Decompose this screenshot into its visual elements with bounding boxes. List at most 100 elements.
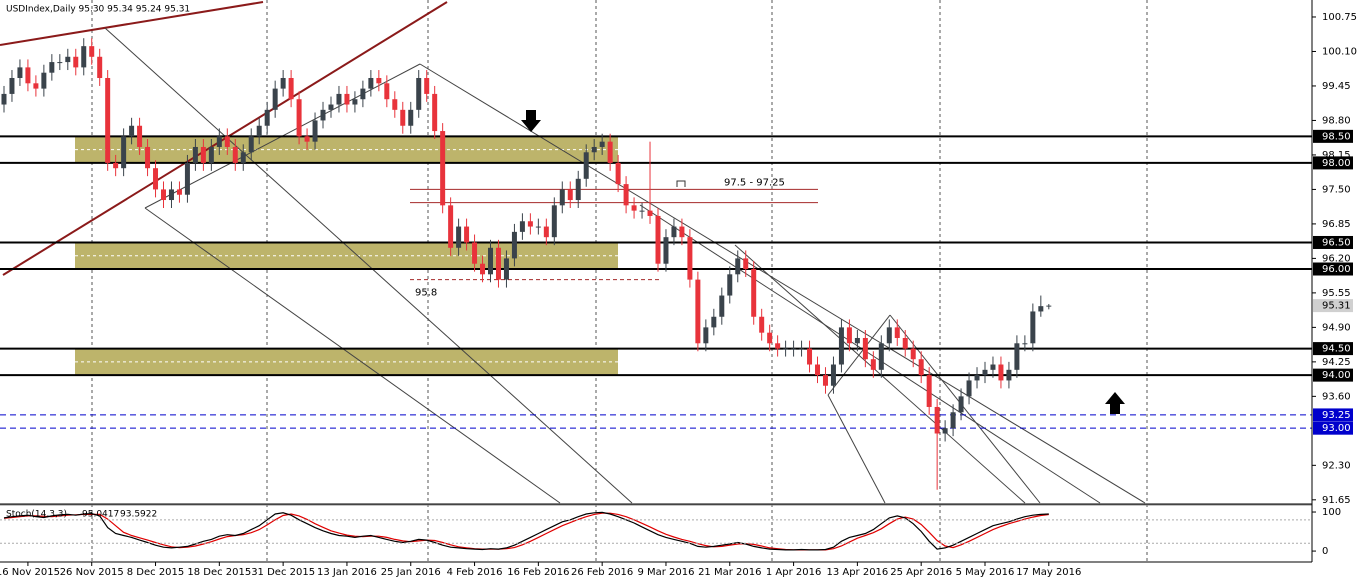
candle-body: [958, 396, 964, 413]
candle-body: [878, 343, 884, 370]
candle-body: [974, 375, 980, 381]
y-tick-label: 98.80: [1322, 115, 1351, 126]
x-tick-label: 13 Apr 2016: [826, 567, 888, 578]
x-tick-label: 26 Nov 2015: [60, 567, 124, 578]
axes: 100.75 100.10 99.45 98.80 98.15 97.50 96.85 96.…: [0, 12, 1357, 578]
trend-line: [827, 394, 886, 504]
candle-body: [775, 343, 781, 349]
candle-body: [503, 258, 509, 280]
y-tick-label: 92.30: [1322, 460, 1351, 471]
level-label-box: [1313, 408, 1353, 422]
levels: [0, 135, 1312, 429]
candle-body: [791, 348, 797, 350]
candle-body: [208, 146, 214, 163]
candle-body: [862, 337, 868, 360]
candle-body: [352, 99, 358, 105]
candle-body: [336, 93, 342, 105]
level-label: 93.25: [1322, 410, 1351, 421]
marker: [676, 180, 686, 187]
indicator-tick-label: 100: [1322, 507, 1341, 518]
indicator-value: 93.5922: [120, 510, 157, 520]
candle-body: [57, 62, 63, 64]
candle-body: [982, 369, 988, 376]
y-tick-label: 100.75: [1322, 12, 1357, 23]
candle-body: [384, 83, 390, 100]
candle-body: [113, 162, 119, 169]
candle-body: [822, 375, 828, 386]
candle-body: [121, 136, 127, 169]
level-label: 94.00: [1322, 370, 1351, 381]
candle-body: [49, 62, 55, 73]
candle-body: [799, 348, 805, 350]
candle-body: [631, 205, 637, 211]
candle-body: [910, 348, 916, 360]
candle-body: [153, 168, 159, 190]
candle-body: [192, 146, 198, 163]
trend-line: [827, 314, 891, 396]
y-tick-label: 94.25: [1322, 357, 1351, 368]
indicator-title: Stoch(14,3,3): [6, 510, 67, 520]
candle-body: [615, 162, 621, 185]
candle-body: [1038, 306, 1044, 312]
y-tick-label: 96.85: [1322, 219, 1351, 230]
candle-body: [320, 109, 326, 121]
trend-line: [639, 204, 1101, 504]
candle-body: [488, 247, 494, 275]
annotation-text: 95.8: [415, 288, 437, 299]
x-tick-label: 26 Feb 2016: [571, 567, 633, 578]
x-tick-label: 16 Feb 2016: [507, 567, 569, 578]
level-label-box: [1313, 129, 1353, 143]
candle-body: [727, 274, 733, 296]
x-tick-label: 25 Apr 2016: [890, 567, 952, 578]
candle-body: [846, 327, 852, 344]
candle-body: [767, 332, 773, 344]
candle-body: [448, 205, 454, 248]
candle-body: [687, 237, 693, 280]
candle-body: [711, 316, 717, 328]
candle-body: [719, 295, 725, 317]
candle-body: [495, 247, 501, 280]
indicator-tick-label: 0: [1322, 546, 1328, 557]
candle-body: [145, 146, 151, 169]
y-tick-label: 95.55: [1322, 288, 1351, 299]
candle-body: [296, 99, 302, 137]
candle-body: [81, 46, 87, 68]
channel-line: [0, 1, 264, 46]
candle-body: [280, 77, 286, 89]
y-tick-label: 97.50: [1322, 184, 1351, 195]
candle-body: [663, 237, 669, 264]
x-tick-label: 18 Dec 2015: [187, 567, 251, 578]
candle-body: [408, 109, 414, 126]
x-tick-label: 17 May 2016: [1016, 567, 1081, 578]
candle-body: [416, 77, 422, 110]
candle-body: [200, 146, 206, 163]
candle-body: [583, 152, 589, 179]
candle-body: [288, 77, 294, 100]
candle-body: [129, 125, 135, 137]
trend-line: [734, 244, 1026, 504]
level-label-box: [1313, 421, 1353, 435]
candle-body: [783, 348, 789, 350]
candle-body: [440, 131, 446, 206]
level-label-box: [1313, 342, 1353, 356]
candle-body: [934, 406, 940, 434]
candle-body: [424, 77, 430, 94]
candle-body: [886, 327, 892, 344]
y-tick-label: 98.15: [1322, 150, 1351, 161]
annotations: 97.5 - 97.25 95.8: [410, 177, 818, 299]
candle-body: [623, 184, 629, 206]
candle-body: [559, 189, 565, 206]
level-label-box: [1313, 235, 1353, 249]
candle-body: [703, 327, 709, 344]
candle-body: [511, 231, 517, 259]
candle-body: [65, 56, 71, 63]
y-tick-label: 99.45: [1322, 81, 1351, 92]
candle-body: [232, 146, 238, 163]
candle-body: [328, 104, 334, 110]
candle-body: [1014, 343, 1020, 370]
up-arrow: [1105, 392, 1125, 414]
candle-body: [639, 210, 645, 212]
candle-body: [105, 77, 111, 163]
candle-body: [918, 359, 924, 376]
